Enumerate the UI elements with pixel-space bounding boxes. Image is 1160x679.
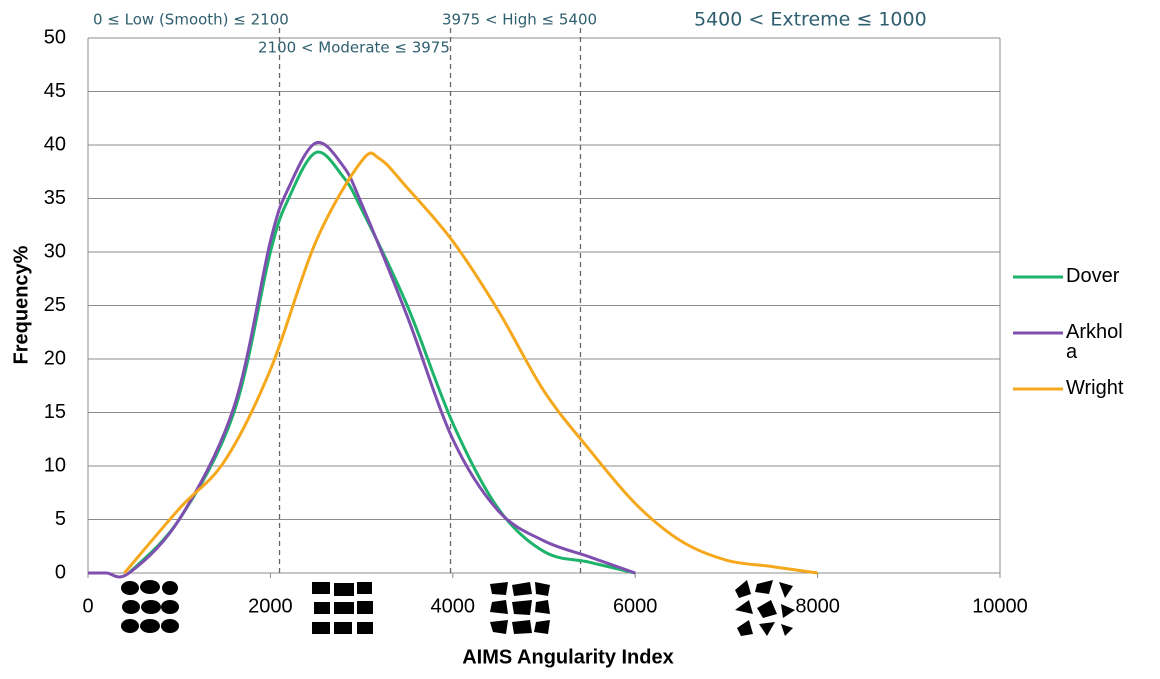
y-tick-label: 30 xyxy=(44,240,66,262)
legend-label: Wright xyxy=(1066,378,1124,399)
x-tick-label: 6000 xyxy=(613,595,658,617)
y-tick-label: 10 xyxy=(44,454,66,476)
x-tick-label: 0 xyxy=(82,595,93,617)
line xyxy=(127,150,636,575)
y-tick-label: 5 xyxy=(55,508,66,530)
legend-item: Arkhola xyxy=(1066,322,1123,363)
y-axis-title: Frequency% xyxy=(10,245,32,364)
y-tick-label: 50 xyxy=(44,26,66,48)
annotation: 3975 < High ≤ 5400 xyxy=(442,11,597,29)
line xyxy=(87,140,636,579)
y-tick-label: 40 xyxy=(44,133,66,155)
annotation: 0 ≤ Low (Smooth) ≤ 2100 xyxy=(93,11,289,29)
legend-item: Dover xyxy=(1066,266,1120,287)
legend-item: Wright xyxy=(1066,378,1124,399)
y-tick-label: 15 xyxy=(44,401,66,423)
line xyxy=(123,151,818,575)
annotation: 5400 < Extreme ≤ 1000 xyxy=(694,9,927,31)
x-tick-label: 2000 xyxy=(248,595,293,617)
y-tick-label: 35 xyxy=(44,187,66,209)
particle-images xyxy=(121,580,795,636)
annotation: 2100 < Moderate ≤ 3975 xyxy=(258,39,450,57)
x-axis-title: AIMS Angularity Index xyxy=(462,646,674,668)
x-tick-label: 8000 xyxy=(795,595,840,617)
legend-label: Dover xyxy=(1066,266,1120,287)
y-tick-label: 20 xyxy=(44,347,66,369)
x-tick-label: 4000 xyxy=(431,595,476,617)
y-tick-label: 25 xyxy=(44,294,66,316)
y-tick-label: 0 xyxy=(55,561,66,583)
y-tick-label: 45 xyxy=(44,80,66,102)
x-tick-label: 10000 xyxy=(972,595,1028,617)
legend-label: Arkhola xyxy=(1066,322,1123,363)
